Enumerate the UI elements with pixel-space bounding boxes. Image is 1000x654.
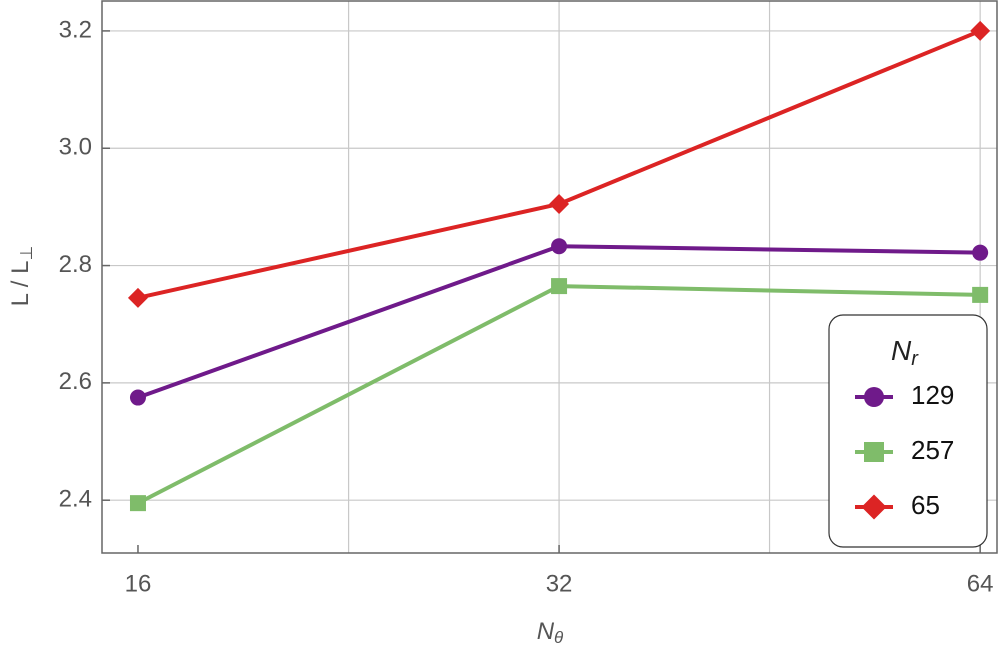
y-tick-label: 2.6 [59, 368, 92, 395]
legend-label: 65 [911, 490, 940, 520]
marker [129, 495, 146, 512]
x-tick-label: 64 [967, 570, 994, 597]
y-tick-label: 3.2 [59, 16, 92, 43]
marker [861, 494, 887, 520]
marker [127, 287, 148, 308]
marker [970, 20, 991, 41]
plot-frame [101, 0, 998, 554]
marker [549, 193, 570, 214]
marker [551, 278, 568, 295]
y-label-sub: ⊥ [17, 246, 36, 261]
x-tick-label: 16 [125, 570, 152, 597]
legend-title-sub: r [911, 348, 919, 370]
y-tick-label: 2.4 [59, 486, 92, 513]
x-label-sub: θ [554, 628, 564, 647]
marker [864, 387, 884, 407]
marker [864, 442, 884, 462]
legend-label: 129 [911, 380, 954, 410]
x-label-main: N [537, 618, 555, 645]
y-tick-label: 3.0 [59, 134, 92, 161]
legend-title-main: N [891, 335, 912, 366]
legend-box [828, 314, 988, 548]
y-axis-label: L / L⊥ [7, 246, 36, 307]
marker [129, 389, 146, 406]
y-tick-label: 2.8 [59, 251, 92, 278]
x-axis-label: Nθ [537, 618, 564, 647]
legend-label: 257 [911, 435, 954, 465]
legend-title: Nr [891, 335, 919, 370]
marker [551, 238, 568, 255]
marker [972, 286, 989, 303]
marker [972, 244, 989, 261]
y-label-main: L / L [7, 261, 34, 307]
x-tick-label: 32 [546, 570, 573, 597]
